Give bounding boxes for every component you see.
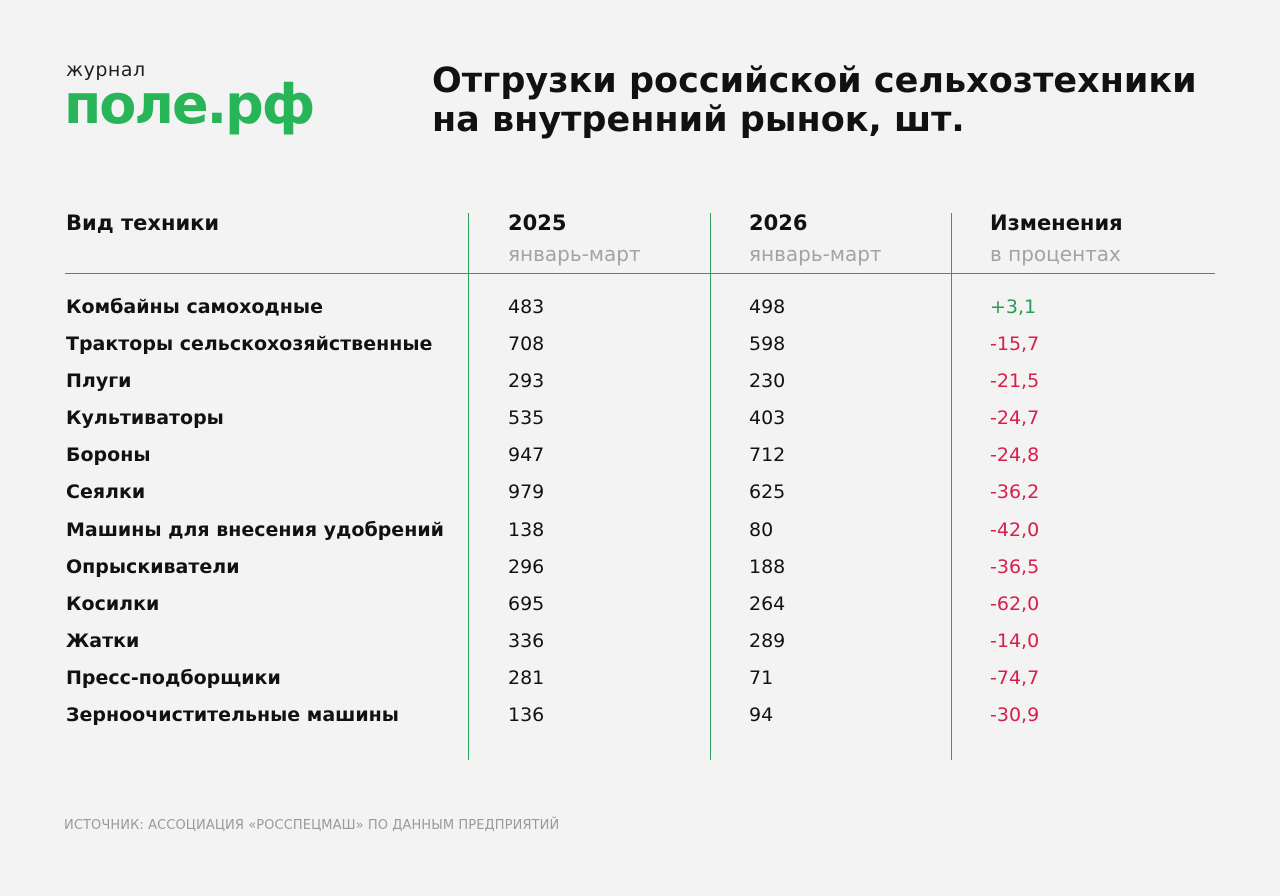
column-divider-2025 [468,213,469,760]
value-2025: 138 [508,518,545,541]
column-divider-change [951,213,952,760]
machine-type: Пресс-подборщики [66,666,281,689]
table-row: Культиваторы 535 403 -24,7 [0,401,1280,438]
value-2025: 281 [508,666,545,689]
value-2026: 598 [749,333,786,356]
table-row: Комбайны самоходные 483 498 +3,1 [0,290,1280,327]
change-percent: -24,7 [990,407,1040,430]
table-row: Опрыскиватели 296 188 -36,5 [0,550,1280,587]
machine-type: Тракторы сельскохозяйственные [66,333,433,356]
value-2025: 136 [508,704,545,727]
header-change: Изменения [990,211,1123,235]
value-2025: 296 [508,555,545,578]
header-change-unit: в процентах [990,242,1121,266]
machine-type: Зерноочистительные машины [66,704,399,727]
change-percent: -30,9 [990,704,1040,727]
value-2025: 979 [508,481,545,504]
change-percent: -15,7 [990,333,1040,356]
machine-type: Жатки [66,629,140,652]
table-row: Пресс-подборщики 281 71 -74,7 [0,661,1280,698]
header-2025-period: январь-март [508,242,641,266]
value-2026: 712 [749,444,786,467]
journal-logo: журнал поле.рф [64,60,364,132]
value-2026: 80 [749,518,774,541]
change-percent: -21,5 [990,370,1040,393]
machine-type: Культиваторы [66,407,224,430]
value-2025: 336 [508,629,545,652]
header-divider [65,273,1215,274]
change-percent: -62,0 [990,592,1040,615]
value-2026: 289 [749,629,786,652]
column-divider-2026 [710,213,711,760]
machine-type: Косилки [66,592,160,615]
table-row: Зерноочистительные машины 136 94 -30,9 [0,698,1280,735]
header-type: Вид техники [66,211,220,235]
value-2026: 71 [749,666,774,689]
value-2025: 535 [508,407,545,430]
table-body: Комбайны самоходные 483 498 +3,1 Тракторы се… [0,290,1280,735]
machine-type: Плуги [66,370,132,393]
value-2026: 230 [749,370,786,393]
change-percent: -74,7 [990,666,1040,689]
machine-type: Бороны [66,444,151,467]
value-2025: 293 [508,370,545,393]
machine-type: Опрыскиватели [66,555,240,578]
logo-small-text: журнал [66,59,146,81]
value-2026: 498 [749,296,786,318]
change-percent: +3,1 [990,296,1037,318]
table-row: Жатки 336 289 -14,0 [0,624,1280,661]
value-2026: 94 [749,704,774,727]
table-row: Машины для внесения удобрений 138 80 -42,0 [0,513,1280,550]
source-note: ИСТОЧНИК: АССОЦИАЦИЯ «РОССПЕЦМАШ» ПО ДАН… [64,818,560,833]
header-2025: 2025 [508,211,567,235]
value-2025: 708 [508,333,545,356]
machine-type: Сеялки [66,481,146,504]
header-2026-period: январь-март [749,242,882,266]
table-row: Косилки 695 264 -62,0 [0,587,1280,624]
change-percent: -14,0 [990,629,1040,652]
machine-type: Машины для внесения удобрений [66,518,444,541]
value-2026: 188 [749,555,786,578]
change-percent: -36,5 [990,555,1040,578]
value-2025: 947 [508,444,545,467]
change-percent: -36,2 [990,481,1040,504]
header-2026: 2026 [749,211,808,235]
value-2025: 695 [508,592,545,615]
table-row: Плуги 293 230 -21,5 [0,364,1280,401]
table-row: Тракторы сельскохозяйственные 708 598 -15,7 [0,327,1280,364]
table-row: Бороны 947 712 -24,8 [0,438,1280,475]
change-percent: -24,8 [990,444,1040,467]
value-2026: 264 [749,592,786,615]
value-2026: 625 [749,481,786,504]
value-2026: 403 [749,407,786,430]
table-row: Сеялки 979 625 -36,2 [0,475,1280,512]
machine-type: Комбайны самоходные [66,296,323,318]
logo-brand-text: поле.рф [64,73,315,136]
change-percent: -42,0 [990,518,1040,541]
page-title: Отгрузки российской сельхозтехники на вн… [432,61,1197,140]
value-2025: 483 [508,296,545,318]
